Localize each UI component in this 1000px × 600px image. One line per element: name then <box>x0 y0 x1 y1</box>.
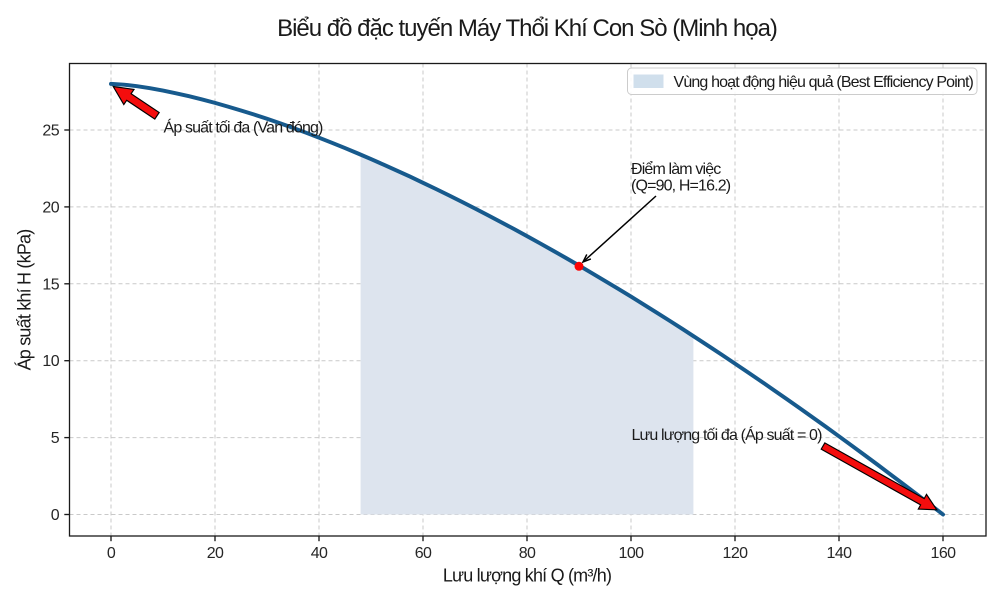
svg-text:5: 5 <box>51 430 60 447</box>
svg-text:Lưu lượng khí Q (m³/h): Lưu lượng khí Q (m³/h) <box>443 566 611 586</box>
svg-text:20: 20 <box>207 545 224 562</box>
svg-text:Áp suất tối đa (Van đóng): Áp suất tối đa (Van đóng) <box>164 118 324 137</box>
svg-text:10: 10 <box>42 353 59 370</box>
svg-text:(Q=90, H=16.2): (Q=90, H=16.2) <box>631 178 731 195</box>
svg-text:140: 140 <box>827 545 853 562</box>
svg-text:Áp suất khí H (kPa): Áp suất khí H (kPa) <box>15 230 35 371</box>
svg-text:120: 120 <box>723 545 749 562</box>
svg-text:20: 20 <box>42 199 59 216</box>
svg-text:80: 80 <box>519 545 536 562</box>
svg-text:40: 40 <box>311 545 328 562</box>
svg-text:Điểm làm việc: Điểm làm việc <box>631 160 721 178</box>
svg-text:Biểu đồ đặc tuyến Máy Thổi Khí: Biểu đồ đặc tuyến Máy Thổi Khí Con Sò (M… <box>277 15 777 42</box>
svg-text:100: 100 <box>619 545 645 562</box>
svg-text:60: 60 <box>415 545 432 562</box>
svg-text:0: 0 <box>51 507 60 524</box>
svg-text:Vùng hoạt động hiệu quả (Best: Vùng hoạt động hiệu quả (Best Efficiency… <box>674 74 974 91</box>
svg-text:15: 15 <box>42 276 59 293</box>
svg-text:0: 0 <box>107 545 116 562</box>
svg-text:Lưu lượng tối đa (Áp suất = 0): Lưu lượng tối đa (Áp suất = 0) <box>632 425 823 444</box>
svg-text:160: 160 <box>931 545 957 562</box>
svg-text:25: 25 <box>42 123 59 140</box>
